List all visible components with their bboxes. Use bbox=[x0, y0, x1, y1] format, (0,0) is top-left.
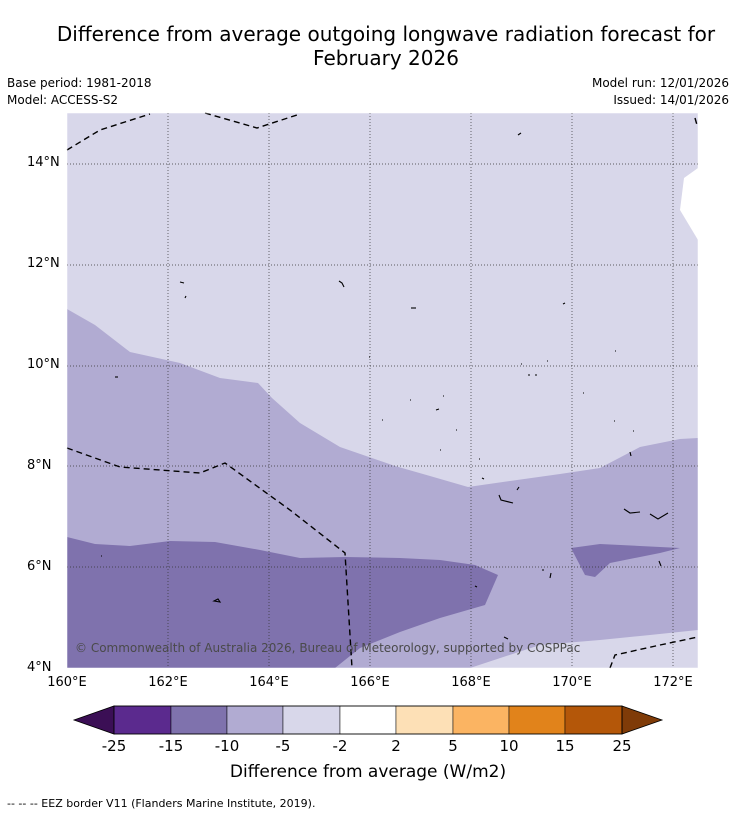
eez-border-ne bbox=[694, 117, 698, 126]
meta-right: Model run: 12/01/2026 Issued: 14/01/2026 bbox=[592, 76, 729, 110]
title-line-1: Difference from average outgoing longwav… bbox=[56, 22, 716, 46]
colorbar-tick: 5 bbox=[448, 737, 458, 755]
region-n5-n2-south bbox=[470, 630, 698, 668]
meta-left: Base period: 1981-2018 Model: ACCESS-S2 bbox=[7, 76, 152, 110]
eez-border-north bbox=[66, 112, 301, 151]
map-frame bbox=[66, 112, 699, 669]
colorbar-below-min bbox=[72, 705, 115, 735]
colorbar-above-max bbox=[621, 705, 664, 735]
lat-label-8: 8°N bbox=[27, 458, 52, 473]
region-n15-n10 bbox=[67, 537, 498, 668]
region-n5-n2-north bbox=[67, 113, 698, 487]
lon-label-170: 170°E bbox=[552, 675, 592, 690]
lon-label-162: 162°E bbox=[148, 675, 188, 690]
eez-border-mid bbox=[66, 447, 353, 669]
model-run: Model run: 12/01/2026 bbox=[591, 76, 729, 90]
lat-label-10: 10°N bbox=[27, 357, 60, 372]
colorbar-bin-n25-n15 bbox=[113, 705, 172, 735]
colorbar-bin-5-10 bbox=[452, 705, 510, 735]
base-period: Base period: 1981-2018 bbox=[7, 76, 152, 90]
colorbar-tick: -25 bbox=[101, 737, 127, 755]
lat-label-4: 4°N bbox=[27, 660, 52, 675]
gridlines bbox=[67, 113, 698, 668]
colorbar-outline bbox=[113, 705, 623, 735]
lat-label-6: 6°N bbox=[27, 559, 52, 574]
region-n15-n10-east bbox=[571, 544, 680, 577]
model-name: Model: ACCESS-S2 bbox=[7, 93, 119, 107]
copyright-notice: © Commonwealth of Australia 2026, Bureau… bbox=[75, 641, 581, 655]
colorbar-bin-10-15 bbox=[508, 705, 566, 735]
lon-label-160: 160°E bbox=[47, 675, 87, 690]
colorbar-bin-n15-n10 bbox=[170, 705, 228, 735]
region-n2-2-patch bbox=[680, 168, 698, 240]
colorbar-tick: 10 bbox=[499, 737, 519, 755]
colorbar-bin-n5-n2 bbox=[282, 705, 341, 735]
colorbar-bin-15-25 bbox=[564, 705, 623, 735]
eez-borders bbox=[66, 112, 699, 669]
colorbar-tick: -15 bbox=[158, 737, 184, 755]
colorbar-tick: 25 bbox=[612, 737, 632, 755]
eez-footnote: -- -- -- EEZ border V11 (Flanders Marine… bbox=[7, 797, 316, 810]
colorbar-tick: -5 bbox=[275, 737, 291, 755]
colorbar-tick: -10 bbox=[214, 737, 240, 755]
colorbar-tick: 15 bbox=[555, 737, 575, 755]
colorbar-bin-n10-n5 bbox=[226, 705, 284, 735]
colorbar-label: Difference from average (W/m2) bbox=[229, 762, 507, 782]
chart-title: Difference from average outgoing longwav… bbox=[0, 22, 736, 70]
title-line-2: February 2026 bbox=[313, 46, 459, 70]
issued-date: Issued: 14/01/2026 bbox=[613, 93, 729, 107]
lat-label-12: 12°N bbox=[27, 256, 60, 271]
colorbar-tick: -2 bbox=[332, 737, 348, 755]
lon-label-172: 172°E bbox=[653, 675, 693, 690]
colorbar-bin-2-5 bbox=[395, 705, 454, 735]
lon-label-168: 168°E bbox=[451, 675, 491, 690]
lon-label-164: 164°E bbox=[249, 675, 289, 690]
colorbar-tick: 2 bbox=[391, 737, 401, 755]
lat-label-14: 14°N bbox=[27, 155, 60, 170]
lon-label-166: 166°E bbox=[350, 675, 390, 690]
colorbar-bin-n2-2 bbox=[339, 705, 397, 735]
islands bbox=[101, 132, 669, 640]
